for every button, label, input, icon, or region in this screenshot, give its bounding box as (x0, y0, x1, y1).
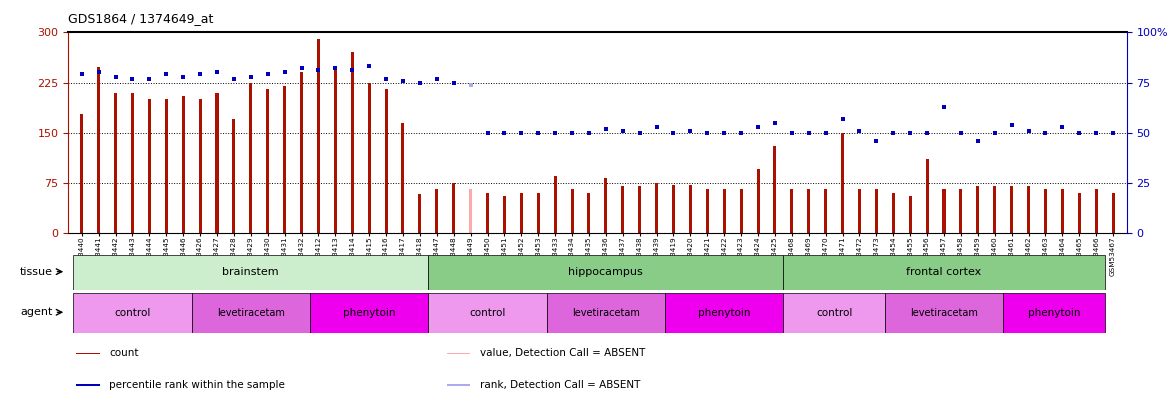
Bar (783, 293, 884, 333)
Bar (706, 190, 709, 233)
Bar (1061, 190, 1064, 233)
Bar (300, 72, 303, 233)
Bar (249, 83, 253, 233)
Bar (215, 93, 219, 233)
Bar (1003, 293, 1104, 333)
Bar (76, 352, 100, 354)
Bar (1044, 190, 1047, 233)
Bar (790, 190, 794, 233)
Bar (469, 190, 472, 233)
Bar (148, 99, 151, 233)
Bar (1027, 186, 1030, 233)
Bar (385, 89, 388, 233)
Bar (639, 186, 641, 233)
Text: count: count (109, 348, 139, 358)
Text: levetiracetam: levetiracetam (572, 308, 640, 318)
Bar (554, 176, 556, 233)
Bar (334, 69, 336, 233)
Bar (723, 190, 726, 233)
Bar (570, 190, 574, 233)
Text: GDS1864 / 1374649_at: GDS1864 / 1374649_at (68, 12, 214, 25)
Bar (428, 293, 547, 333)
Bar (655, 183, 659, 233)
Bar (783, 255, 1104, 290)
Bar (73, 255, 428, 290)
Bar (447, 384, 470, 386)
Bar (486, 193, 489, 233)
Bar (98, 67, 100, 233)
Bar (824, 190, 827, 233)
Bar (520, 193, 523, 233)
Text: levetiracetam: levetiracetam (910, 308, 978, 318)
Bar (588, 193, 590, 233)
Bar (310, 293, 428, 333)
Bar (181, 96, 185, 233)
Bar (453, 183, 455, 233)
Bar (909, 196, 911, 233)
Bar (165, 99, 168, 233)
Bar (80, 114, 83, 233)
Bar (428, 255, 783, 290)
Bar (192, 293, 310, 333)
Bar (114, 93, 118, 233)
Bar (604, 178, 607, 233)
Bar (233, 119, 235, 233)
Bar (1077, 193, 1081, 233)
Bar (774, 146, 776, 233)
Bar (671, 185, 675, 233)
Bar (1111, 193, 1115, 233)
Text: agent: agent (21, 307, 53, 317)
Bar (841, 133, 844, 233)
Bar (368, 83, 370, 233)
Bar (76, 384, 100, 386)
Bar (666, 293, 783, 333)
Bar (266, 89, 269, 233)
Text: control: control (469, 308, 506, 318)
Bar (942, 190, 946, 233)
Bar (756, 169, 760, 233)
Text: phenytoin: phenytoin (699, 308, 750, 318)
Text: hippocampus: hippocampus (568, 267, 643, 277)
Bar (547, 293, 666, 333)
Bar (994, 186, 996, 233)
Bar (807, 190, 810, 233)
Text: levetiracetam: levetiracetam (216, 308, 285, 318)
Text: control: control (816, 308, 853, 318)
Bar (536, 193, 540, 233)
Bar (740, 190, 742, 233)
Bar (960, 190, 962, 233)
Bar (283, 86, 286, 233)
Text: phenytoin: phenytoin (343, 308, 395, 318)
Bar (73, 293, 192, 333)
Text: phenytoin: phenytoin (1028, 308, 1081, 318)
Text: control: control (114, 308, 151, 318)
Bar (131, 93, 134, 233)
Text: percentile rank within the sample: percentile rank within the sample (109, 379, 286, 390)
Text: rank, Detection Call = ABSENT: rank, Detection Call = ABSENT (480, 379, 640, 390)
Bar (316, 39, 320, 233)
Bar (447, 352, 470, 354)
Bar (858, 190, 861, 233)
Bar (1095, 190, 1097, 233)
Bar (435, 190, 439, 233)
Bar (976, 186, 980, 233)
Bar (875, 190, 878, 233)
Text: brainstem: brainstem (222, 267, 279, 277)
Bar (621, 186, 624, 233)
Text: tissue: tissue (20, 266, 53, 277)
Bar (1010, 186, 1014, 233)
Bar (503, 196, 506, 233)
Text: value, Detection Call = ABSENT: value, Detection Call = ABSENT (480, 348, 646, 358)
Bar (401, 123, 405, 233)
Bar (419, 194, 421, 233)
Bar (689, 185, 691, 233)
Bar (884, 293, 1003, 333)
Text: frontal cortex: frontal cortex (907, 267, 982, 277)
Bar (199, 99, 201, 233)
Bar (891, 193, 895, 233)
Bar (350, 52, 354, 233)
Bar (926, 160, 929, 233)
